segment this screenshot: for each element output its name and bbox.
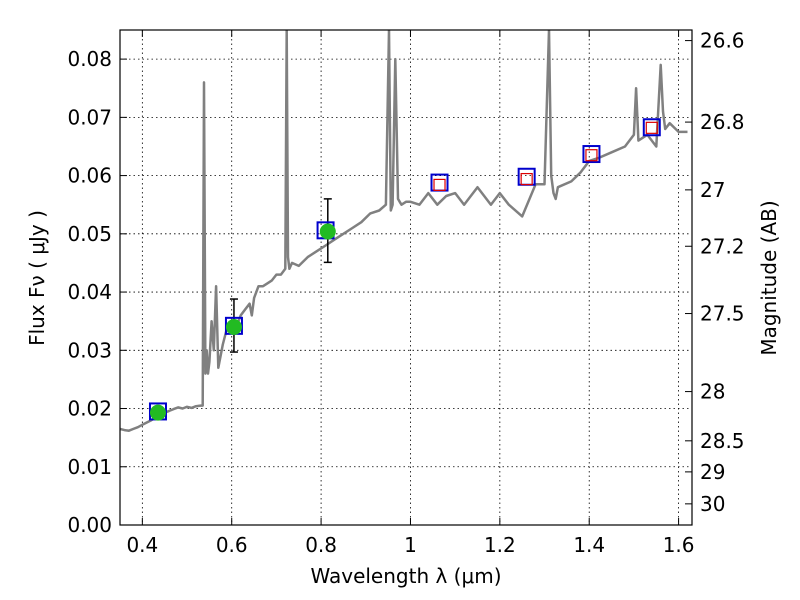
spectrum-line [120,30,688,432]
observed-photometry-point [319,223,336,240]
y-tick-label: 0.03 [67,338,112,362]
y-tick-label: 0.04 [67,280,112,304]
observed-photometry-point [225,319,242,335]
right-tick-label: 27 [700,178,725,202]
x-tick-label: 0.4 [126,533,158,557]
right-tick-label: 27.5 [700,302,745,326]
observed-photometry-point [149,404,166,421]
x-tick-label: 1 [404,533,417,557]
upper-limit-marker [645,121,658,134]
y-tick-label: 0.06 [67,164,112,188]
right-tick-label: 27.2 [700,234,745,258]
y-axis-label: Flux Fν ( μJy ) [25,210,49,346]
plot-background [120,30,692,525]
right-tick-label: 26.8 [700,110,745,134]
right-tick-label: 30 [700,492,725,516]
upper-limit-marker [520,172,533,186]
y-tick-label: 0.00 [67,513,112,537]
x-tick-label: 1.6 [663,533,695,557]
x-tick-label: 1.2 [484,533,516,557]
ticks: 0.4 0.6 0.8 1 1.2 1.4 1.6 0.00 0.01 0.02 0.03 0.04 0… [67,29,744,557]
model-photometry-marker [582,145,601,164]
x-tick-label: 1.4 [573,533,605,557]
upper-limit-marker [433,178,446,192]
y-right-axis-label: Magnitude (AB) [757,200,781,355]
plot-frame [119,29,693,526]
y-tick-label: 0.05 [67,222,112,246]
y-tick-label: 0.01 [67,455,112,479]
model-photometry-marker [642,118,661,137]
x-axis-label: Wavelength λ (μm) [310,564,501,588]
y-tick-label: 0.08 [67,47,112,71]
x-tick-label: 0.8 [305,533,337,557]
y-tick-label: 0.07 [67,105,112,129]
x-tick-label: 0.6 [216,533,248,557]
right-tick-label: 28 [700,380,725,404]
upper-limit-marker [585,149,598,162]
y-tick-label: 0.02 [67,397,112,421]
right-tick-label: 29 [700,460,725,484]
right-tick-label: 28.5 [700,429,745,453]
series-layer [120,30,688,432]
right-tick-label: 26.6 [700,29,745,53]
